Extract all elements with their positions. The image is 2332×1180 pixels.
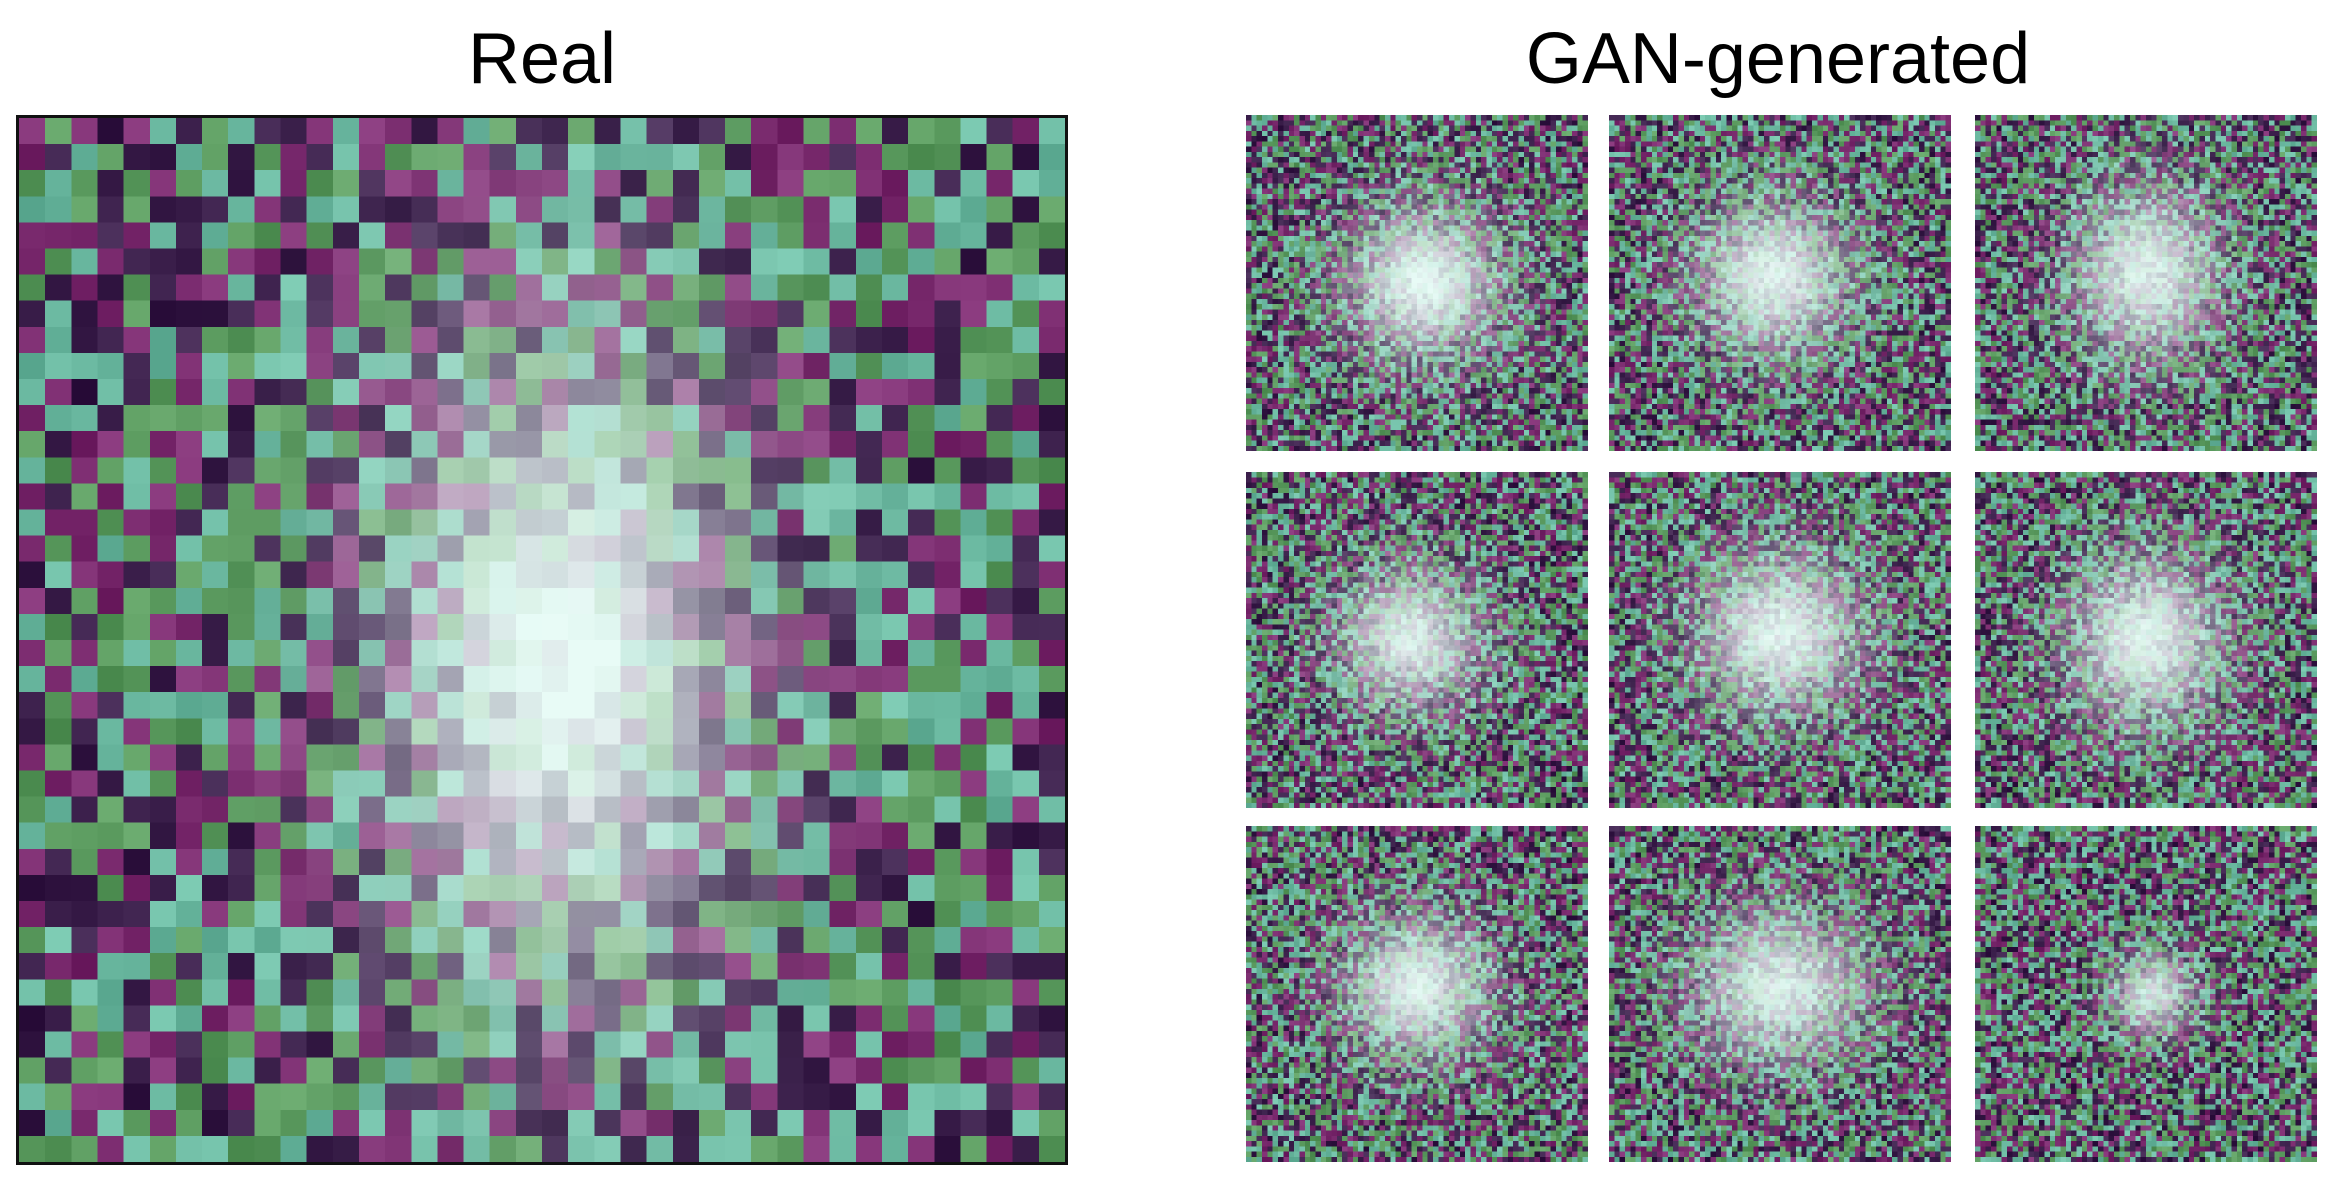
gan-galaxy-image xyxy=(1246,472,1588,808)
gan-galaxy-image xyxy=(1246,115,1588,451)
gan-galaxy-image xyxy=(1609,826,1951,1162)
gan-galaxy-image xyxy=(1975,115,2317,451)
gan-galaxy-image xyxy=(1609,115,1951,451)
gan-panel-title: GAN-generated xyxy=(1525,19,2031,99)
gan-galaxy-image xyxy=(1246,826,1588,1162)
gan-galaxy-image xyxy=(1609,472,1951,808)
real-galaxy-image xyxy=(16,115,1068,1165)
gan-galaxy-image xyxy=(1975,826,2317,1162)
real-panel-title: Real xyxy=(467,19,617,99)
gan-galaxy-image xyxy=(1975,472,2317,808)
